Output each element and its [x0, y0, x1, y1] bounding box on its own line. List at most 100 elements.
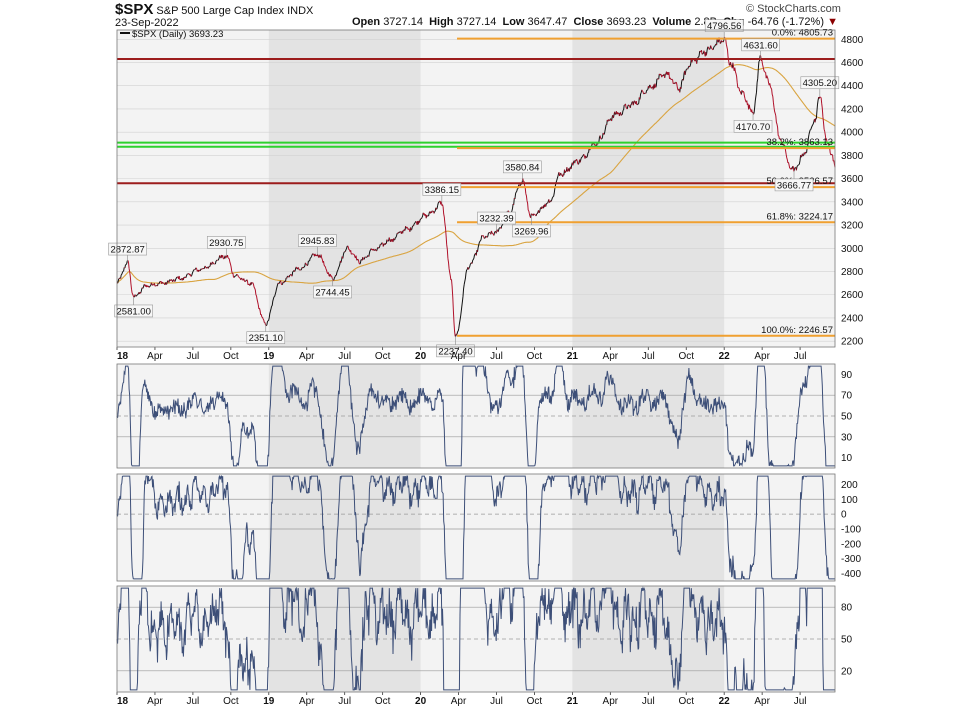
ticker-symbol: $SPX	[115, 1, 154, 18]
x-tick-label-1: Apr	[754, 696, 770, 707]
annotation-label: 2744.45	[315, 287, 349, 298]
annotation-label: 3386.15	[425, 185, 459, 196]
x-tick-label-0: 20	[415, 351, 427, 362]
annotation-box	[800, 76, 840, 90]
fib-level-label: 61.8%: 3224.17	[766, 211, 833, 222]
annotation-label: 2872.87	[110, 245, 144, 256]
indicator-line-0	[116, 364, 835, 467]
x-tick-label-1: Oct	[223, 696, 239, 707]
x-tick-label-0: Jul	[642, 351, 655, 362]
x-tick-label-1: Jul	[187, 696, 200, 707]
indicator-panel-border-0	[116, 363, 836, 469]
annotation-label: 3232.39	[479, 214, 513, 225]
annotation-label: 4305.20	[803, 78, 837, 89]
annotation-box	[502, 160, 542, 174]
price-tick-label: 3800	[841, 151, 864, 162]
annotation-label: 2581.00	[117, 306, 151, 317]
annotation-box	[108, 242, 147, 256]
price-tick-label: 2400	[841, 313, 864, 324]
annotation-box	[298, 234, 337, 247]
annotation-box	[422, 183, 462, 196]
x-tick-label-0: Oct	[375, 351, 391, 362]
indicator-tick-label-1: -200	[841, 539, 861, 550]
x-tick-label-0: Apr	[147, 351, 163, 362]
annotation-label: 2945.83	[300, 236, 334, 247]
price-tick-label: 3600	[841, 174, 864, 185]
year-shade-0-3	[572, 30, 725, 347]
annotation-label: 3580.84	[505, 162, 539, 173]
indicator-tick-label-2: 20	[841, 666, 853, 677]
price-tick-label: 4000	[841, 128, 864, 139]
x-tick-label-0: Jul	[187, 351, 200, 362]
x-tick-label-1: Oct	[678, 696, 694, 707]
x-tick-label-0: 22	[719, 351, 731, 362]
annotation-label: 4796.56	[707, 21, 741, 32]
annotation-label: 2351.10	[249, 333, 283, 344]
x-tick-label-0: 19	[263, 351, 275, 362]
annotation-label: 4631.60	[743, 40, 777, 51]
annotation-box	[741, 38, 780, 52]
price-tick-label: 3000	[841, 244, 864, 255]
panel-background-0	[117, 30, 835, 347]
x-tick-label-0: Apr	[299, 351, 315, 362]
annotation-box	[512, 224, 551, 238]
indicator-tick-label-0: 10	[841, 453, 853, 464]
annotation-box	[704, 19, 744, 32]
low-label: Low	[502, 16, 525, 28]
indicator-tick-label-1: 0	[841, 510, 847, 521]
indicator-tick-label-1: 100	[841, 495, 858, 506]
symbol-line: $SPX S&P 500 Large Cap Index INDX	[115, 1, 313, 18]
year-shade-0-1	[268, 30, 421, 347]
x-tick-label-1: Jul	[794, 696, 807, 707]
price-tick-label: 2600	[841, 290, 864, 301]
year-shade-2-3	[572, 474, 725, 581]
indicator-tick-label-1: -100	[841, 524, 861, 535]
x-tick-label-1: Oct	[375, 696, 391, 707]
x-tick-label-1: 18	[117, 696, 129, 707]
x-tick-label-0: 18	[117, 351, 129, 362]
annotation-label: 3666.77	[777, 180, 811, 191]
high-value: 3727.14	[456, 16, 497, 28]
annotation-box	[246, 331, 286, 344]
annotation-box	[206, 236, 246, 249]
indicator-tick-label-0: 70	[841, 391, 853, 402]
annotation-box	[477, 211, 516, 225]
x-tick-label-0: Oct	[223, 351, 239, 362]
indicator-tick-label-0: 30	[841, 432, 853, 443]
x-tick-label-1: 20	[415, 696, 427, 707]
open-value: 3727.14	[383, 16, 423, 28]
price-tick-label: 3400	[841, 197, 864, 208]
high-label: High	[429, 16, 454, 28]
annotation-box	[313, 285, 352, 299]
x-tick-label-0: Apr	[451, 351, 467, 362]
price-tick-label: 4600	[841, 58, 864, 69]
indicator-tick-label-0: 90	[841, 370, 853, 381]
x-tick-label-1: 22	[719, 696, 731, 707]
indicator-tick-label-0: 50	[841, 412, 853, 423]
indicator-tick-label-1: 200	[841, 480, 858, 491]
fib-level-label: 100.0%: 2246.57	[761, 325, 833, 336]
ticker-exchange: INDX	[287, 5, 314, 17]
annotation-label: 2237.40	[438, 346, 472, 357]
x-tick-label-1: 19	[263, 696, 275, 707]
moving-average-line	[116, 64, 836, 284]
x-tick-label-1: Jul	[490, 696, 503, 707]
brand-label: © StockCharts.com	[746, 3, 841, 15]
close-label: Close	[573, 16, 604, 28]
ticker-description: S&P 500 Large Cap Index	[156, 5, 285, 17]
x-tick-label-0: Apr	[754, 351, 770, 362]
annotation-box	[436, 344, 475, 358]
x-tick-label-1: Apr	[451, 696, 467, 707]
x-tick-label-1: Jul	[642, 696, 655, 707]
indicator-tick-label-1: -300	[841, 554, 861, 565]
price-panel-border	[116, 29, 836, 348]
open-label: Open	[352, 16, 381, 28]
price-tick-label: 4200	[841, 104, 864, 115]
fib-level-label: 0.0%: 4805.73	[772, 28, 833, 39]
x-tick-label-1: Apr	[603, 696, 619, 707]
indicator-line-1	[116, 474, 835, 580]
x-tick-label-0: Jul	[794, 351, 807, 362]
x-tick-label-0: Oct	[527, 351, 543, 362]
low-value: 3647.47	[527, 16, 568, 28]
